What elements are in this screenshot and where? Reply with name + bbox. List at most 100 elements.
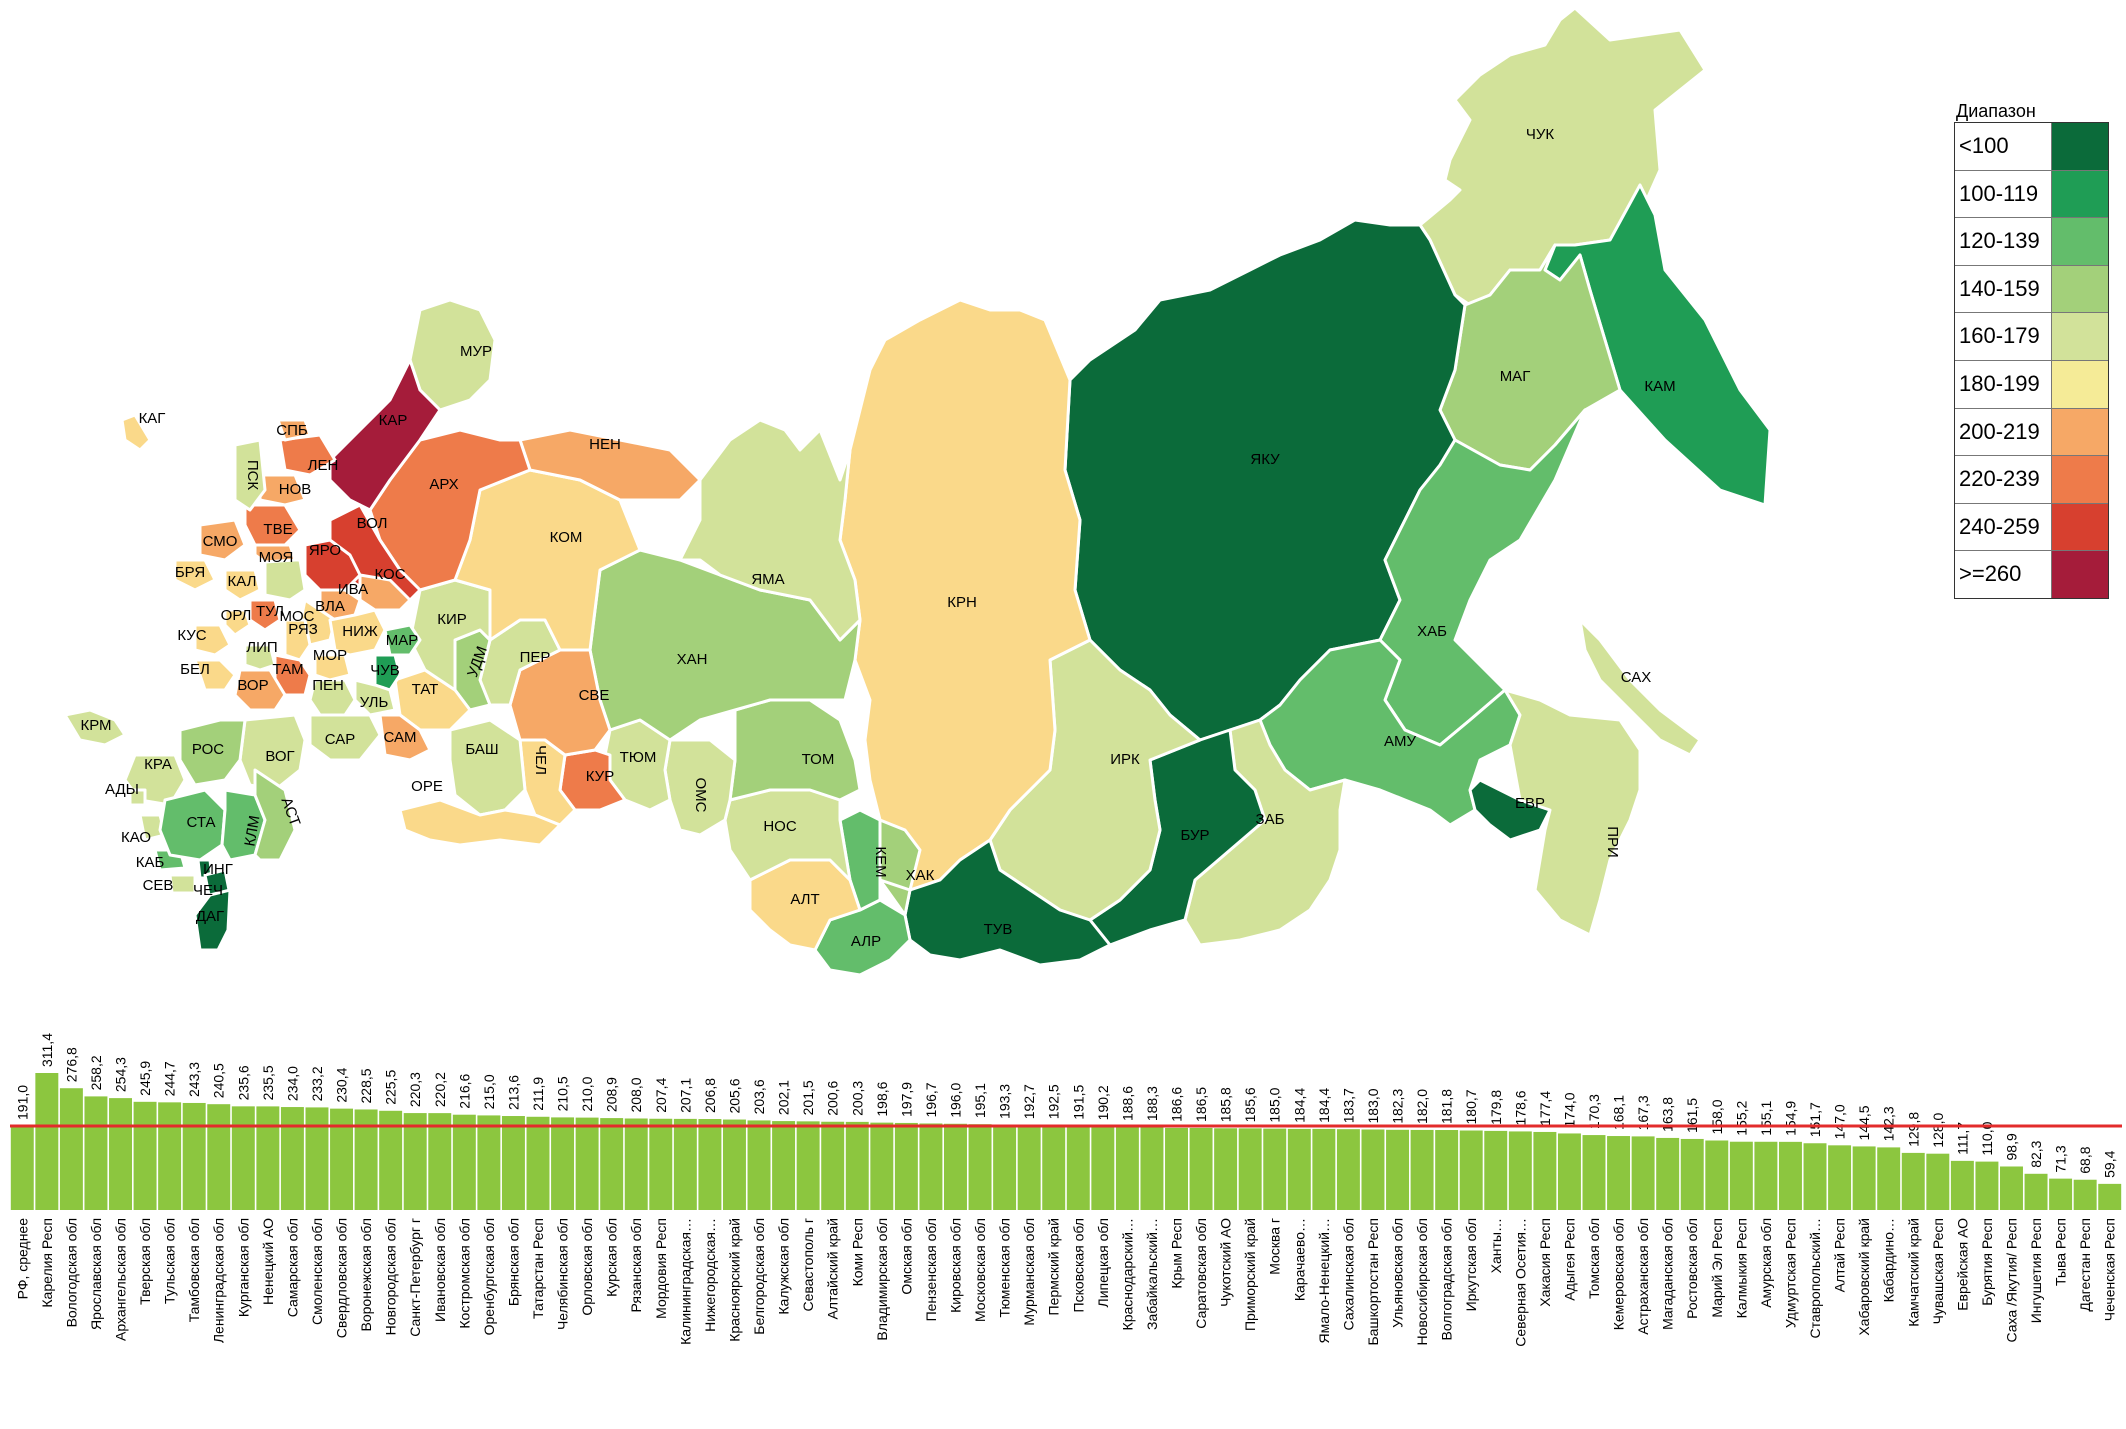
region-spb[interactable]: [276, 418, 312, 442]
bar[interactable]: [993, 1124, 1017, 1210]
bar[interactable]: [207, 1104, 231, 1210]
bar[interactable]: [1386, 1129, 1410, 1210]
bar[interactable]: [1508, 1131, 1532, 1210]
bar[interactable]: [2024, 1173, 2048, 1210]
region-mos[interactable]: [263, 558, 307, 602]
bar[interactable]: [1975, 1161, 1999, 1210]
bar[interactable]: [870, 1122, 894, 1210]
bar[interactable]: [1729, 1141, 1753, 1210]
region-psk[interactable]: [233, 438, 267, 512]
bar[interactable]: [1042, 1125, 1066, 1210]
bar[interactable]: [1877, 1147, 1901, 1210]
bar[interactable]: [1901, 1152, 1925, 1210]
bar[interactable]: [379, 1110, 403, 1210]
bar[interactable]: [673, 1118, 697, 1210]
region-mar[interactable]: [383, 623, 422, 657]
bar[interactable]: [1091, 1126, 1115, 1210]
region-evr[interactable]: [1468, 778, 1552, 842]
region-bel[interactable]: [193, 658, 237, 692]
region-ryaz[interactable]: [283, 618, 312, 662]
bar[interactable]: [231, 1106, 255, 1210]
bar[interactable]: [1165, 1127, 1188, 1210]
bar[interactable]: [1852, 1146, 1876, 1210]
bar[interactable]: [1778, 1141, 1802, 1210]
bar[interactable]: [1557, 1133, 1581, 1210]
bar[interactable]: [1803, 1143, 1827, 1210]
bar[interactable]: [1582, 1135, 1606, 1210]
bar[interactable]: [2073, 1179, 2097, 1210]
bar[interactable]: [2049, 1178, 2073, 1210]
region-hab[interactable]: [1378, 408, 1587, 747]
region-krm[interactable]: [63, 708, 127, 747]
bar[interactable]: [1680, 1138, 1704, 1210]
bar[interactable]: [1656, 1137, 1680, 1210]
bar[interactable]: [1336, 1129, 1360, 1210]
bar[interactable]: [1926, 1153, 1950, 1210]
region-yaro[interactable]: [303, 538, 362, 592]
region-len[interactable]: [278, 433, 337, 477]
bar[interactable]: [1263, 1128, 1287, 1210]
bar[interactable]: [1214, 1128, 1238, 1210]
bar[interactable]: [428, 1113, 452, 1210]
region-nizh[interactable]: [328, 608, 387, 657]
bar[interactable]: [109, 1098, 132, 1210]
region-kar[interactable]: [328, 358, 442, 512]
bar[interactable]: [1140, 1127, 1164, 1210]
bar[interactable]: [772, 1121, 796, 1210]
bar[interactable]: [526, 1116, 550, 1210]
bar[interactable]: [280, 1107, 304, 1210]
bar[interactable]: [1410, 1129, 1434, 1210]
region-chuv[interactable]: [373, 653, 402, 692]
region-yama[interactable]: [678, 418, 862, 642]
bar[interactable]: [59, 1088, 83, 1210]
bar[interactable]: [1459, 1130, 1483, 1210]
region-vor[interactable]: [233, 668, 287, 712]
bar[interactable]: [1312, 1128, 1336, 1210]
bar[interactable]: [330, 1108, 354, 1210]
bar[interactable]: [1189, 1127, 1213, 1210]
bar[interactable]: [1066, 1125, 1090, 1210]
region-tom[interactable]: [728, 698, 862, 802]
bar[interactable]: [1435, 1130, 1459, 1210]
region-ros[interactable]: [178, 718, 247, 787]
bar[interactable]: [796, 1121, 820, 1210]
bar[interactable]: [1828, 1145, 1852, 1210]
region-sar[interactable]: [308, 713, 382, 762]
region-bash[interactable]: [448, 718, 527, 817]
bar[interactable]: [1631, 1136, 1655, 1210]
bar[interactable]: [649, 1118, 673, 1210]
bar[interactable]: [403, 1113, 427, 1210]
bar[interactable]: [35, 1073, 59, 1210]
bar[interactable]: [919, 1123, 943, 1210]
bar[interactable]: [1115, 1127, 1139, 1210]
region-nen[interactable]: [518, 428, 702, 502]
region-brya[interactable]: [173, 558, 217, 592]
region-sam[interactable]: [378, 713, 432, 762]
bar[interactable]: [600, 1118, 624, 1210]
bar[interactable]: [501, 1116, 525, 1210]
bar[interactable]: [1361, 1129, 1385, 1210]
bar[interactable]: [894, 1122, 918, 1210]
bar[interactable]: [84, 1096, 108, 1210]
bar[interactable]: [968, 1124, 992, 1210]
region-chuk[interactable]: [1418, 6, 1707, 307]
bar[interactable]: [2098, 1183, 2122, 1210]
bar[interactable]: [305, 1107, 329, 1210]
bar[interactable]: [575, 1117, 599, 1210]
bar[interactable]: [1017, 1125, 1041, 1210]
bar[interactable]: [477, 1115, 501, 1210]
region-pri[interactable]: [1503, 688, 1642, 937]
region-sta[interactable]: [158, 788, 227, 862]
bar[interactable]: [845, 1121, 869, 1210]
bar[interactable]: [1607, 1136, 1631, 1210]
bar[interactable]: [182, 1102, 206, 1210]
region-kus[interactable]: [193, 623, 232, 657]
bar[interactable]: [1754, 1141, 1778, 1210]
bar[interactable]: [1484, 1130, 1508, 1210]
bar[interactable]: [1950, 1160, 1974, 1210]
bar[interactable]: [1533, 1131, 1557, 1210]
bar[interactable]: [722, 1119, 746, 1210]
bar[interactable]: [354, 1109, 378, 1210]
bar[interactable]: [1705, 1140, 1729, 1210]
region-ady[interactable]: [128, 788, 147, 807]
